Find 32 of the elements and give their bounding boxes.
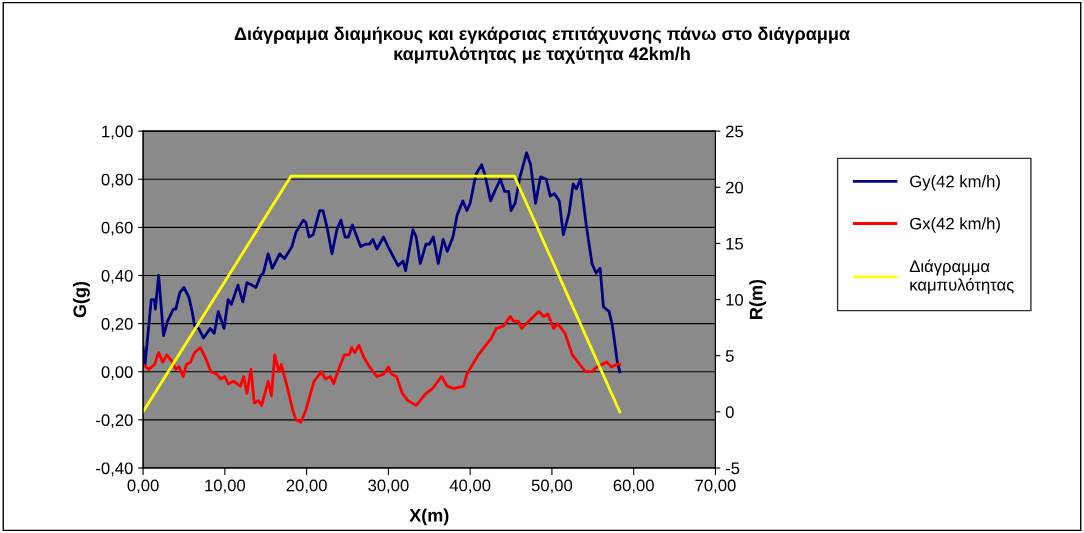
y-axis-title: G(g) [72,281,90,318]
y-tick-label: 0,20 [101,318,133,332]
y-tick-label: 0,60 [101,221,133,236]
y-tick-label: 0,80 [101,173,133,188]
x-tick-label: 50,00 [531,479,573,494]
y2-tick-label: 10 [726,293,744,306]
y2-tick-label: 20 [726,181,744,194]
y-tick-label: 0,00 [101,366,133,380]
x-tick-label: 30,00 [368,479,409,494]
x-tick-label: 20,00 [286,479,327,494]
y-tick-label: 1,00 [102,125,133,140]
x-tick-label: 10,00 [205,479,246,494]
legend-label: Διάγραμμα καμπυλότητας [909,259,1014,294]
x-axis-title: X(m) [409,508,449,526]
x-tick-label: 70,00 [695,479,736,494]
x-tick-label: 40,00 [449,479,491,494]
y-tick-label: 0,40 [101,269,133,284]
legend-label: Gx(42 km/h) [910,217,1000,233]
line-series [143,310,622,424]
x-tick-label: 60,00 [613,479,654,494]
x-tick-label: 0,00 [127,479,159,494]
line-series [143,151,622,374]
y-tick-label: -0,40 [96,462,133,477]
chart-title: Διάγραμμα διαμήκους και εγκάρσιας επιτάχυνσης πάνω στο διάγραμμα καμπυλότητας με ταχύτητα 42km/h [234,26,850,64]
y2-tick-label: 5 [725,350,734,362]
legend-label: Gy(42 km/h) [910,175,1000,191]
y2-tick-label: -5 [725,462,740,475]
y2-tick-label: 15 [726,237,743,250]
y2-tick-label: 25 [726,125,743,138]
y2-axis-title: R(m) [749,279,767,319]
y2-tick-label: 0 [725,406,734,419]
y-tick-label: -0,20 [96,414,133,429]
